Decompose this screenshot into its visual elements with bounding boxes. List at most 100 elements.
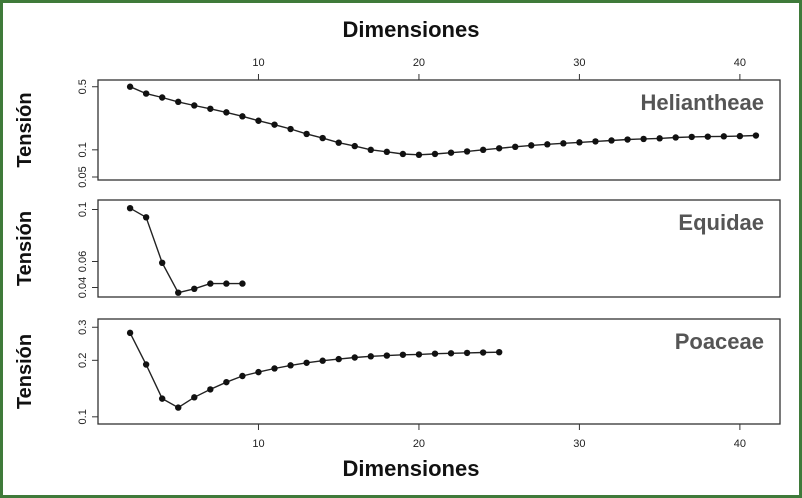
panel-box-0 (97, 79, 781, 181)
y-axis-title-0: Tensión (14, 92, 36, 167)
data-point-0-15 (367, 146, 374, 154)
data-point-0-4 (191, 102, 198, 109)
data-point-0-30 (608, 137, 615, 144)
data-point-0-28 (576, 139, 583, 146)
data-point-2-13 (335, 355, 342, 363)
data-point-0-2 (158, 94, 166, 101)
y-tick-label-0-0: 0.05 (77, 166, 89, 187)
panel-poaceae: 0.1 0.2 0.3 Tensión Poaceae (14, 318, 781, 425)
panels-group: 10 10 20 20 30 30 40 40 0.05 0.1 0.5 Tensión Heliant… (14, 57, 781, 450)
data-point-0-39 (752, 132, 760, 139)
data-point-0-13 (335, 139, 342, 146)
data-point-2-23 (495, 348, 503, 356)
data-point-0-5 (207, 105, 214, 112)
data-point-0-35 (688, 133, 695, 141)
data-point-1-3 (175, 289, 182, 296)
panel-heliantheae: 0.05 0.1 0.5 Tensión Heliantheae (14, 79, 781, 188)
top-x-tick-label-2: 30 (573, 57, 585, 69)
top-x-axis-title: Dimensiones (343, 17, 480, 42)
y-tick-label-1-0: 0.04 (77, 277, 89, 298)
y-tick-label-0-1: 0.1 (77, 142, 89, 157)
data-point-1-1 (142, 214, 150, 221)
data-point-1-0 (126, 205, 134, 212)
data-point-0-33 (656, 135, 663, 142)
series-line-0 (129, 86, 756, 156)
y-tick-label-2-1: 0.2 (77, 353, 89, 368)
panel-box-1 (97, 199, 781, 298)
data-point-2-11 (303, 359, 310, 366)
data-point-0-37 (720, 133, 728, 140)
data-point-2-21 (463, 349, 471, 357)
data-point-0-29 (592, 138, 599, 145)
data-point-2-20 (447, 350, 455, 357)
data-point-0-23 (495, 145, 503, 152)
data-point-0-21 (463, 148, 471, 155)
top-x-tick-label-1: 20 (413, 57, 425, 69)
series-line-2 (129, 332, 500, 409)
data-point-0-9 (271, 121, 278, 128)
data-point-0-22 (479, 146, 487, 154)
data-point-1-5 (207, 280, 214, 287)
y-axis-title-2: Tensión (14, 334, 36, 409)
data-point-2-19 (431, 350, 439, 357)
data-point-0-34 (672, 134, 679, 141)
data-point-1-7 (239, 280, 246, 287)
data-point-2-17 (399, 351, 407, 358)
data-point-0-19 (431, 150, 439, 158)
data-point-0-1 (142, 90, 150, 97)
data-point-1-2 (158, 259, 166, 266)
data-point-0-24 (512, 143, 519, 151)
data-point-0-26 (544, 141, 551, 148)
top-x-tick-label-3: 40 (734, 57, 746, 69)
data-point-2-7 (239, 372, 246, 380)
data-point-0-3 (175, 98, 182, 106)
data-point-1-6 (223, 280, 230, 287)
data-point-2-9 (271, 365, 278, 372)
data-point-0-14 (351, 142, 358, 150)
data-point-0-12 (319, 134, 326, 142)
data-point-0-10 (287, 125, 294, 133)
data-point-0-18 (415, 151, 423, 159)
data-point-2-1 (142, 361, 150, 368)
data-point-2-5 (207, 386, 214, 393)
data-point-0-8 (255, 117, 262, 124)
y-tick-label-2-2: 0.3 (77, 320, 89, 335)
data-point-0-20 (447, 149, 455, 156)
data-point-2-6 (223, 378, 230, 386)
data-point-0-7 (239, 113, 246, 120)
data-point-2-10 (287, 362, 294, 369)
data-point-0-16 (383, 148, 391, 156)
panel-name-1: Equidae (678, 210, 764, 235)
y-tick-label-2-0: 0.1 (77, 409, 89, 424)
bottom-x-axis-title: Dimensiones (343, 456, 480, 481)
bottom-x-tick-label-0: 10 (252, 438, 264, 450)
data-point-2-22 (479, 349, 487, 356)
y-tick-label-1-2: 0.1 (77, 202, 89, 217)
data-point-2-4 (191, 394, 198, 401)
data-point-2-8 (255, 368, 262, 376)
data-point-0-27 (560, 140, 567, 147)
data-point-1-4 (191, 285, 198, 292)
series-line-1 (129, 207, 243, 294)
data-point-0-38 (736, 132, 744, 140)
data-point-0-6 (223, 109, 230, 116)
y-tick-label-0-2: 0.5 (77, 79, 89, 94)
data-point-2-2 (158, 395, 166, 402)
data-point-0-32 (640, 135, 647, 143)
y-tick-label-1-1: 0.06 (77, 251, 89, 272)
bottom-x-tick-label-3: 40 (734, 438, 746, 450)
panel-name-2: Poaceae (675, 329, 764, 354)
data-point-0-11 (303, 130, 310, 138)
y-axis-title-1: Tensión (14, 211, 36, 286)
bottom-x-tick-label-2: 30 (573, 438, 585, 450)
data-point-0-36 (704, 133, 711, 140)
top-x-tick-label-0: 10 (252, 57, 264, 69)
data-point-2-15 (367, 353, 374, 360)
data-point-2-12 (319, 357, 326, 364)
data-point-2-14 (351, 354, 358, 361)
data-point-0-25 (528, 142, 535, 149)
data-point-2-0 (126, 329, 134, 337)
data-point-0-17 (399, 150, 407, 158)
